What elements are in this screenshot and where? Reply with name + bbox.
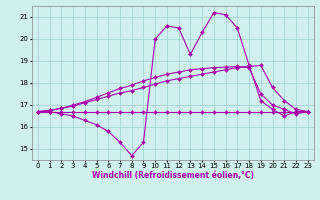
X-axis label: Windchill (Refroidissement éolien,°C): Windchill (Refroidissement éolien,°C)	[92, 171, 254, 180]
